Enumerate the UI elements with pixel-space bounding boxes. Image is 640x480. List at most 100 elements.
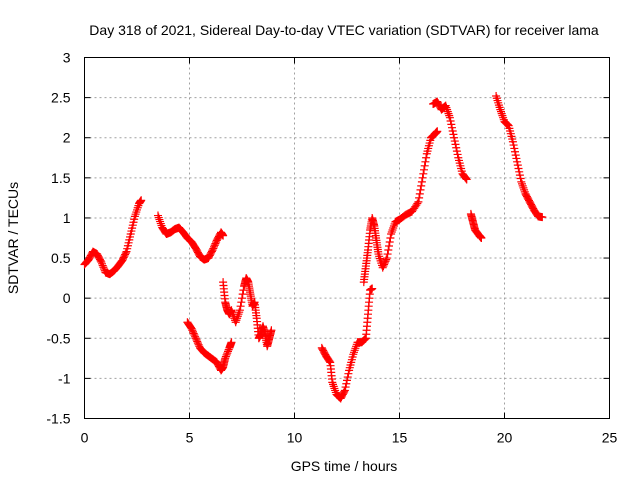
data-point-segment-9 [520, 185, 529, 194]
data-point-segment-3 [235, 308, 244, 317]
data-point-segment-7 [443, 107, 452, 116]
data-point-segment-7 [447, 120, 456, 129]
y-axis-label: SDTVAR / TECUs [5, 182, 21, 294]
data-point-segment-3 [227, 306, 236, 315]
data-point-segment-5 [343, 373, 352, 382]
data-point-segment-3 [267, 326, 276, 335]
data-point-segment-5 [343, 376, 351, 385]
data-point-segment-7 [452, 147, 461, 156]
data-point-segment-3 [228, 308, 237, 317]
data-point-segment-9 [498, 111, 507, 120]
data-point-segment-3 [231, 318, 240, 327]
data-point-segment-9 [496, 105, 505, 114]
y-tick-label: -1 [58, 370, 71, 386]
data-point-segment-3 [233, 314, 242, 323]
data-point-segment-7 [462, 175, 471, 184]
data-point-segment-3 [235, 306, 244, 315]
data-point-segment-2 [155, 215, 164, 224]
plot-frame [84, 57, 610, 419]
x-axis: 0 5 10 15 20 25 [81, 57, 617, 446]
data-point-segment-5 [350, 348, 358, 357]
data-point-segment-5 [351, 344, 360, 353]
x-tick-label: 20 [497, 430, 513, 446]
data-point-segment-9 [517, 177, 526, 186]
data-point-segment-9 [516, 174, 525, 183]
data-point-segment-5 [349, 350, 358, 359]
data-point-segment-1 [132, 208, 141, 217]
y-tick-label: 0.5 [51, 250, 71, 266]
data-point-segment-1 [98, 261, 107, 270]
data-point-segment-6 [383, 250, 392, 259]
data-point-segment-3 [233, 312, 242, 321]
data-point-segment-6 [384, 246, 393, 255]
data-point-segment-1 [133, 205, 141, 214]
data-point-segment-1 [97, 258, 106, 267]
data-point-segment-6 [433, 127, 442, 136]
data-point-segment-9 [497, 107, 505, 116]
data-point-segment-7 [443, 105, 452, 114]
data-point-segment-9 [515, 167, 524, 176]
data-point-segment-4 [227, 338, 236, 347]
y-tick-label: -1.5 [46, 411, 70, 427]
data-point-segment-9 [519, 183, 528, 192]
data-point-segment-1 [131, 210, 140, 219]
data-point-segment-7 [450, 133, 459, 142]
x-tick-label: 15 [392, 430, 408, 446]
data-point-segment-9 [503, 120, 512, 129]
data-point-segment-3 [236, 302, 245, 311]
data-point-segment-9 [508, 137, 517, 146]
data-point-segment-5 [368, 284, 377, 293]
data-point-segment-5 [340, 386, 349, 395]
data-point-segment-9 [499, 113, 508, 122]
data-point-segment-5 [329, 380, 337, 389]
data-point-segment-7 [462, 174, 470, 183]
data-point-segment-9 [509, 141, 518, 150]
data-point-segment-7 [448, 127, 457, 136]
data-point-segment-3 [234, 310, 243, 319]
data-point-segment-4 [221, 354, 230, 363]
data-point-segment-1 [137, 196, 146, 205]
data-point-segment-9 [518, 179, 526, 188]
data-point-segment-6 [416, 185, 425, 194]
data-point-segment-9 [497, 109, 506, 118]
data-point-segment-7 [446, 117, 455, 126]
data-point-segment-6 [387, 229, 396, 238]
data-point-segment-9 [514, 164, 523, 173]
data-point-segment-3 [238, 294, 246, 303]
data-point-segment-2 [156, 217, 165, 226]
data-point-segment-7 [442, 103, 451, 112]
data-point-segment-6 [386, 234, 395, 242]
data-point-segment-4 [224, 347, 232, 356]
data-point-segment-5 [340, 387, 349, 396]
data-point-segment-5 [325, 357, 334, 366]
data-point-segment-6 [382, 255, 391, 264]
data-point-segment-6 [417, 181, 426, 190]
data-point-segment-9 [511, 151, 520, 160]
data-point-segment-2 [156, 219, 165, 228]
y-tick-label: 2 [63, 130, 71, 146]
x-tick-label: 10 [287, 430, 303, 446]
data-point-segment-2 [154, 211, 162, 220]
y-tick-label: 1.5 [51, 170, 71, 186]
data-point-segment-5 [361, 334, 370, 343]
y-axis: -1.5 -1 -0.5 0 0.5 1 1.5 2 2.5 3 [46, 50, 610, 427]
data-point-segment-7 [453, 150, 462, 159]
data-point-segment-7 [450, 137, 459, 146]
data-point-segment-8 [477, 234, 486, 242]
data-point-segment-9 [510, 144, 519, 153]
data-point-segment-2 [219, 231, 228, 240]
data-point-segment-6 [388, 225, 397, 234]
chart-title: Day 318 of 2021, Sidereal Day-to-day VTE… [89, 22, 599, 38]
data-point-segment-7 [444, 109, 453, 118]
data-point-segment-6 [417, 177, 426, 186]
data-point-segment-6 [413, 199, 422, 208]
data-point-segment-7 [451, 140, 460, 149]
data-point-segment-9 [520, 187, 529, 196]
data-point-segment-1 [121, 249, 130, 258]
data-point-segment-5 [350, 346, 359, 355]
data-points [80, 92, 547, 403]
data-point-segment-7 [452, 143, 461, 152]
data-point-segment-5 [329, 382, 338, 391]
data-point-segment-5 [330, 384, 339, 393]
